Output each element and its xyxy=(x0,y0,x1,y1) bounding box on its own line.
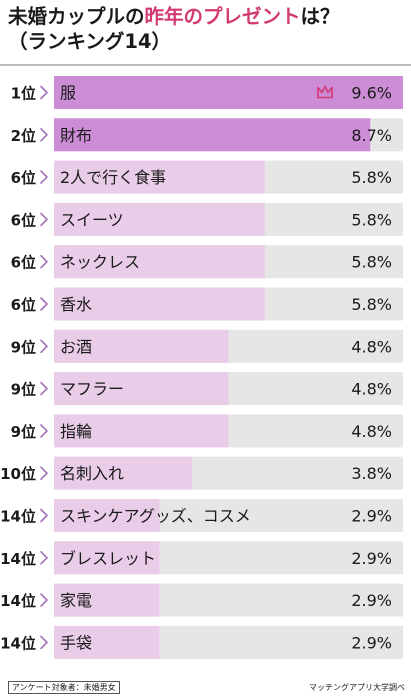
bar xyxy=(54,414,229,448)
value-label: 2.9% xyxy=(351,507,392,526)
bar xyxy=(54,202,265,236)
title-line-2: （ランキング14） xyxy=(8,30,172,53)
chevron-right-icon xyxy=(40,212,48,227)
value-label: 5.8% xyxy=(351,253,392,272)
chart-title: 未婚カップルの昨年のプレゼントは？ （ランキング14） xyxy=(8,4,403,54)
item-label: お酒 xyxy=(60,337,92,356)
ranking-bar-chart: 1位服 9.6%2位 財布 8.7%6位 2人で行く食事 5.8%6位 スイーツ 5.8%6位… xyxy=(0,76,403,659)
value-label: 3.8% xyxy=(351,464,392,483)
item-label: 家電 xyxy=(60,591,92,610)
rank-label: 1位 xyxy=(11,85,36,103)
item-label: 香水 xyxy=(60,295,92,314)
bar xyxy=(54,287,265,321)
item-label: スイーツ xyxy=(60,210,124,229)
value-label: 9.6% xyxy=(351,84,392,103)
chevron-right-icon xyxy=(40,297,48,311)
rank-label: 14位 xyxy=(0,550,36,568)
crown-icon xyxy=(317,85,333,99)
item-label: 指輪 xyxy=(60,422,92,441)
title-text-accent: 昨年のプレゼント xyxy=(144,5,301,28)
chevron-right-icon xyxy=(40,85,48,100)
value-label: 5.8% xyxy=(351,295,392,314)
value-label: 4.8% xyxy=(351,380,392,399)
bar xyxy=(54,456,193,490)
chevron-right-icon xyxy=(40,254,48,269)
rank-label: 6位 xyxy=(11,211,36,229)
title-line-1: 未婚カップルの昨年のプレゼントは？ xyxy=(8,4,403,29)
rank-label: 6位 xyxy=(11,296,36,314)
rank-label: 9位 xyxy=(11,338,36,356)
title-text-start: 未婚カップルの xyxy=(8,5,145,28)
value-label: 5.8% xyxy=(351,168,392,187)
bar xyxy=(54,329,229,363)
rank-label: 14位 xyxy=(0,634,36,652)
rank-label: 14位 xyxy=(0,592,36,610)
rank-label: 2位 xyxy=(11,127,36,145)
chevron-right-icon xyxy=(40,424,48,438)
bar xyxy=(54,160,265,194)
title-text-end: は？ xyxy=(300,5,340,28)
item-label: 服 xyxy=(60,84,76,103)
value-label: 8.7% xyxy=(351,126,392,145)
value-label: 4.8% xyxy=(351,337,392,356)
survey-target-note: アンケート対象者：未婚男女 xyxy=(8,681,120,694)
chevron-right-icon xyxy=(40,593,48,607)
bar xyxy=(54,245,265,279)
value-label: 4.8% xyxy=(351,422,392,441)
value-label: 5.8% xyxy=(351,210,392,229)
chevron-right-icon xyxy=(40,551,48,565)
item-label: 財布 xyxy=(60,126,92,145)
item-label: マフラー xyxy=(60,380,124,399)
item-label: スキンケアグッズ、コスメ xyxy=(60,507,251,526)
value-label: 2.9% xyxy=(351,549,392,568)
rank-label: 10位 xyxy=(0,465,36,483)
title-divider xyxy=(0,64,411,66)
bar xyxy=(54,583,160,617)
rank-label: 14位 xyxy=(0,508,36,526)
bar xyxy=(54,76,403,109)
bar xyxy=(54,541,160,575)
chevron-right-icon xyxy=(40,508,48,523)
value-label: 2.9% xyxy=(351,633,392,652)
rank-label: 9位 xyxy=(11,381,36,399)
source-note: マッチングアプリ大学調べ xyxy=(309,683,405,692)
chevron-right-icon xyxy=(40,635,48,650)
bar xyxy=(54,625,160,659)
chevron-right-icon xyxy=(40,381,48,396)
item-label: 名刺入れ xyxy=(60,464,124,483)
chevron-right-icon xyxy=(40,128,48,142)
bar xyxy=(54,118,371,152)
rank-label: 9位 xyxy=(11,423,36,441)
item-label: 2人で行く食事 xyxy=(60,168,166,187)
value-label: 2.9% xyxy=(351,591,392,610)
bar xyxy=(54,372,229,406)
chevron-right-icon xyxy=(40,466,48,480)
rank-label: 6位 xyxy=(11,254,36,272)
item-label: ネックレス xyxy=(60,253,140,272)
item-label: 手袋 xyxy=(60,633,92,652)
chevron-right-icon xyxy=(40,170,48,184)
item-label: ブレスレット xyxy=(60,549,156,568)
rank-label: 6位 xyxy=(11,169,36,187)
bar xyxy=(54,499,160,532)
chevron-right-icon xyxy=(40,339,48,354)
